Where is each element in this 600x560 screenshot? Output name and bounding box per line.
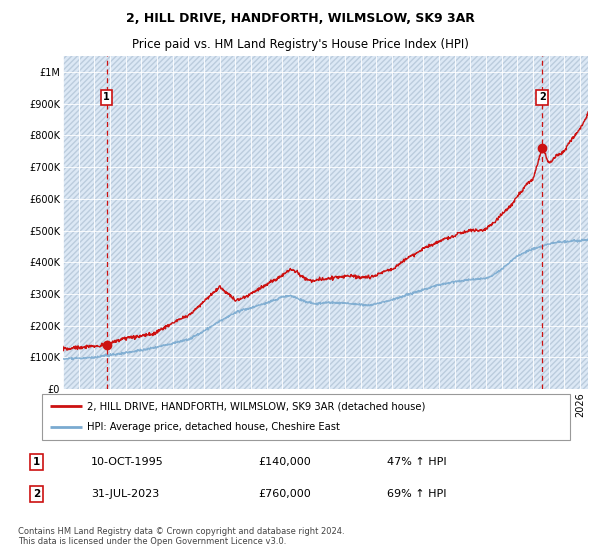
- Text: 1: 1: [32, 457, 40, 467]
- Text: 2: 2: [539, 92, 545, 102]
- Text: 2, HILL DRIVE, HANDFORTH, WILMSLOW, SK9 3AR: 2, HILL DRIVE, HANDFORTH, WILMSLOW, SK9 …: [125, 12, 475, 25]
- Text: 31-JUL-2023: 31-JUL-2023: [91, 489, 159, 500]
- Text: HPI: Average price, detached house, Cheshire East: HPI: Average price, detached house, Ches…: [87, 422, 340, 432]
- Text: Contains HM Land Registry data © Crown copyright and database right 2024.
This d: Contains HM Land Registry data © Crown c…: [18, 526, 344, 546]
- Text: 2: 2: [32, 489, 40, 500]
- Text: Price paid vs. HM Land Registry's House Price Index (HPI): Price paid vs. HM Land Registry's House …: [131, 38, 469, 51]
- Text: £140,000: £140,000: [259, 457, 311, 467]
- Text: 2, HILL DRIVE, HANDFORTH, WILMSLOW, SK9 3AR (detached house): 2, HILL DRIVE, HANDFORTH, WILMSLOW, SK9 …: [87, 401, 425, 411]
- Text: 47% ↑ HPI: 47% ↑ HPI: [387, 457, 446, 467]
- Text: 1: 1: [103, 92, 110, 102]
- Text: 69% ↑ HPI: 69% ↑ HPI: [387, 489, 446, 500]
- FancyBboxPatch shape: [42, 394, 570, 440]
- Text: £760,000: £760,000: [259, 489, 311, 500]
- Text: 10-OCT-1995: 10-OCT-1995: [91, 457, 164, 467]
